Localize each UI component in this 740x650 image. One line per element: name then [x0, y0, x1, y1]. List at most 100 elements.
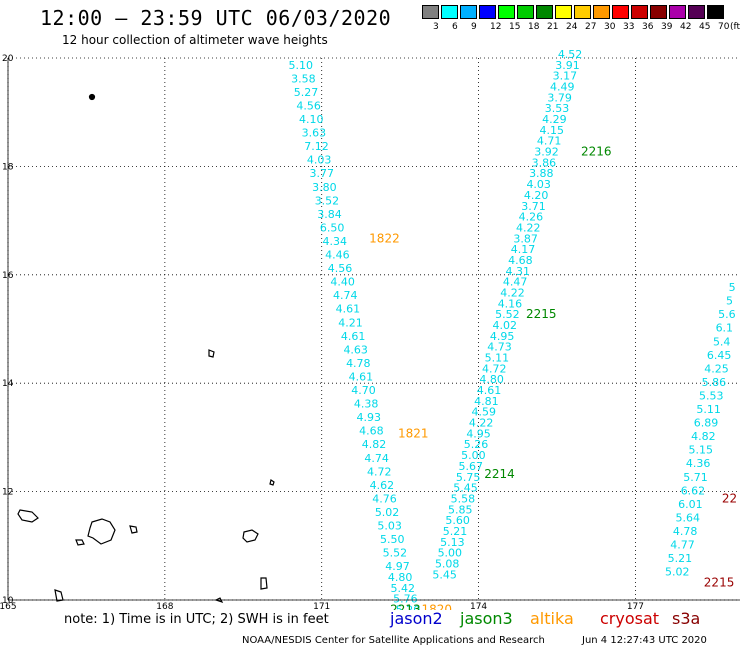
colorbar-swatch: [688, 5, 705, 19]
swh-value: 4.77: [670, 539, 695, 552]
swh-value: 4.82: [691, 430, 716, 443]
swh-value: 4.80: [388, 571, 413, 584]
swh-value: 4.36: [686, 457, 711, 470]
swh-value: 5.58: [451, 492, 476, 505]
colorbar-label: 21: [547, 22, 559, 32]
colorbar-label: 36: [642, 22, 654, 32]
swh-value: 5: [726, 295, 733, 308]
lat-tick-label: 10: [2, 596, 14, 606]
swh-value: 5.02: [375, 506, 400, 519]
colorbar-swatch: [517, 5, 534, 19]
island-north: [88, 93, 96, 101]
swh-value: 6.50: [320, 221, 345, 234]
swh-value: 5.20: [396, 604, 421, 610]
lon-tick-label: 174: [470, 602, 487, 610]
colorbar-swatch: [650, 5, 667, 19]
swh-value: 5.50: [380, 533, 405, 546]
colorbar-swatch: [498, 5, 515, 19]
swh-value: 7.12: [304, 140, 329, 153]
swh-value: 3.58: [291, 72, 316, 85]
swh-value: 4.81: [474, 395, 499, 408]
swh-value: 4.80: [479, 373, 504, 386]
swh-value: 5.08: [435, 557, 460, 570]
legend-jason2: jason2: [390, 609, 443, 628]
swh-value: 4.38: [354, 398, 379, 411]
legend-altika: altika: [530, 609, 574, 628]
swh-value: 4.61: [477, 384, 502, 397]
swh-value: 3.79: [547, 91, 572, 104]
swh-value: 3.71: [521, 200, 546, 213]
swh-value: 4.95: [466, 427, 491, 440]
swh-value: 3.88: [529, 167, 554, 180]
swh-value: 5.00: [438, 547, 463, 560]
island-south-1: [260, 577, 268, 590]
swh-value: 5.52: [495, 308, 520, 321]
swh-value: 4.97: [385, 560, 410, 573]
swh-value: 4.21: [338, 316, 363, 329]
swh-value: 5.85: [448, 503, 473, 516]
colorbar-swatch: [707, 5, 724, 19]
swh-value: 4.52: [558, 48, 583, 61]
swh-value: 4.56: [296, 99, 321, 112]
swh-value: 4.25: [704, 362, 729, 375]
island-west-3: [75, 539, 85, 546]
swh-value: 5.67: [458, 460, 483, 473]
swh-value: 6.45: [707, 349, 732, 362]
swh-value: 5.21: [443, 525, 468, 538]
swh-value: 4.22: [516, 221, 541, 234]
cryosat-time-label: 22: [722, 491, 737, 505]
colorbar-label: 15: [509, 22, 521, 32]
island-mid-1: [208, 349, 215, 358]
swh-value: 4.68: [359, 425, 384, 438]
footnote: note: 1) Time is in UTC; 2) SWH is in fe…: [64, 612, 329, 627]
swh-value: 4.34: [323, 235, 348, 248]
colorbar-swatch: [460, 5, 477, 19]
legend-s3a: s3a: [672, 609, 701, 628]
pass-time-label: 2214: [484, 467, 515, 481]
colorbar-swatch: [441, 5, 458, 19]
swh-value: 5.64: [675, 511, 700, 524]
legend-cryosat: cryosat: [600, 609, 660, 628]
swh-value: 4.74: [333, 289, 358, 302]
swh-value: 5.26: [464, 438, 489, 451]
cryosat-time-label: 2215: [704, 575, 735, 589]
swh-value: 5.27: [294, 86, 319, 99]
colorbar-swatch: [555, 5, 572, 19]
swh-value: 5.45: [432, 568, 457, 581]
swh-value: 6.89: [694, 417, 719, 430]
swh-value: 4.16: [498, 297, 523, 310]
pass-time-label: 2216: [581, 145, 612, 159]
colorbar-label: 27: [585, 22, 597, 32]
island-west-5: [242, 529, 259, 543]
swh-value: 4.71: [537, 135, 562, 148]
colorbar-label: 12: [490, 22, 502, 32]
swh-value: 4.68: [508, 254, 533, 267]
island-mid-2: [269, 479, 275, 486]
swh-value: 4.31: [506, 265, 531, 278]
colorbar-swatch: [479, 5, 496, 19]
swh-value: 3.87: [513, 232, 538, 245]
colorbar-swatch: [536, 5, 553, 19]
swh-value: 4.03: [526, 178, 551, 191]
swh-value: 3.84: [317, 208, 342, 221]
swh-value: 4.76: [372, 492, 397, 505]
swh-value: 4.03: [307, 154, 332, 167]
swh-value: 6.01: [678, 498, 703, 511]
colorbar-label: 45: [699, 22, 711, 32]
colorbar-label: 3: [433, 22, 439, 32]
colorbar-swatch: [631, 5, 648, 19]
colorbar-label: 39: [661, 22, 673, 32]
swh-value: 4.29: [542, 113, 567, 126]
generated-timestamp: Jun 4 12:27:43 UTC 2020: [582, 635, 707, 646]
swh-value: 5.02: [665, 566, 690, 579]
swh-value: 4.93: [357, 411, 382, 424]
swh-value: 4.40: [330, 276, 355, 289]
pass-time-label: 1820: [421, 603, 452, 610]
swh-value: 5.52: [383, 547, 408, 560]
map-title: 12:00 – 23:59 UTC 06/03/2020: [40, 6, 392, 30]
swh-value: 4.63: [343, 343, 368, 356]
colorbar-swatch: [612, 5, 629, 19]
swh-value: 4.61: [349, 370, 374, 383]
pass-times: 1822 1821 1820 2216 2215 2214 2213 22 2215: [369, 145, 737, 610]
wave-height-map: 5.103.585.274.564.103.637.124.033.773.80…: [0, 48, 740, 610]
